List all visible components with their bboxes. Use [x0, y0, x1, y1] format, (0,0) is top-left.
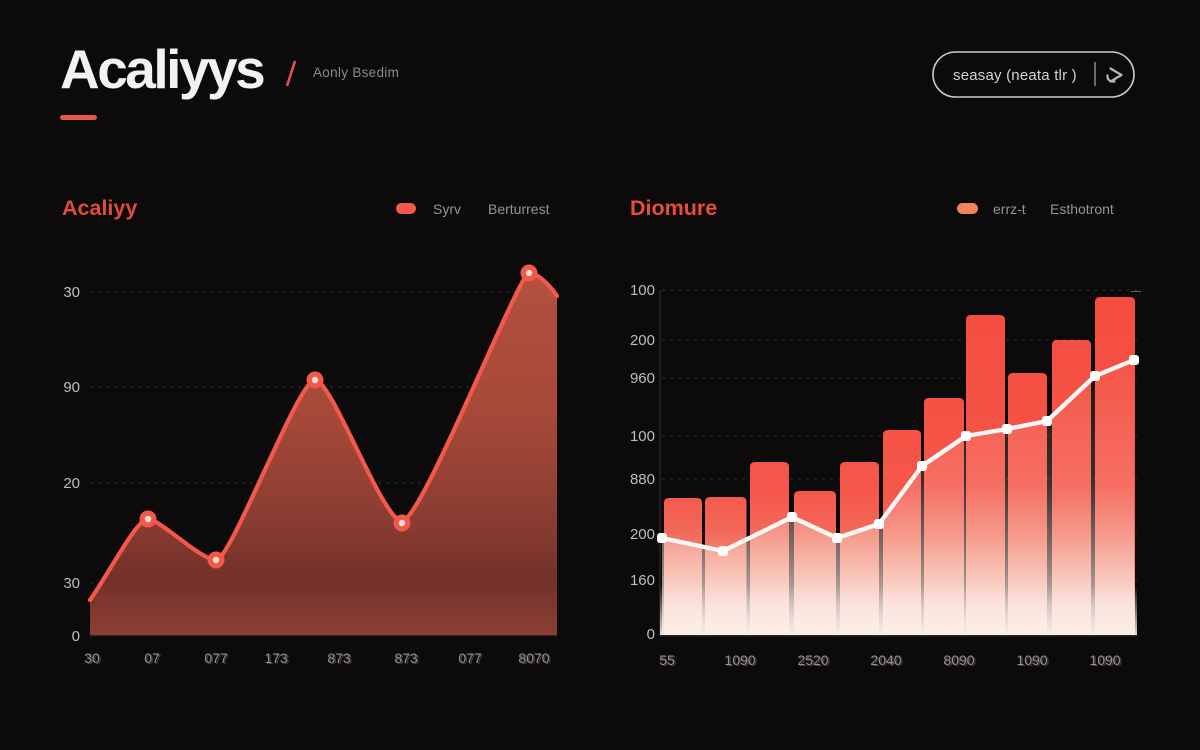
svg-text:077: 077 [206, 651, 230, 667]
svg-text:173: 173 [264, 650, 288, 666]
svg-text:2040: 2040 [870, 652, 901, 668]
svg-text:8070: 8070 [518, 650, 549, 666]
svg-text:873: 873 [394, 650, 418, 666]
svg-text:1090: 1090 [726, 653, 757, 669]
svg-text:1090: 1090 [1018, 653, 1049, 669]
svg-text:160: 160 [630, 572, 655, 589]
svg-text:8090: 8090 [943, 652, 974, 668]
svg-text:90: 90 [63, 379, 80, 396]
svg-text:30: 30 [63, 284, 80, 301]
svg-text:173: 173 [266, 651, 290, 667]
svg-text:20: 20 [63, 475, 80, 492]
svg-text:2520: 2520 [797, 652, 828, 668]
svg-text:Syrv: Syrv [433, 201, 461, 217]
svg-text:seasay (neata tlr ): seasay (neata tlr ) [953, 67, 1077, 84]
svg-text:30: 30 [84, 650, 100, 666]
svg-text:1090: 1090 [724, 652, 755, 668]
svg-text:880: 880 [630, 471, 655, 488]
svg-text:873: 873 [327, 650, 351, 666]
svg-text:2040: 2040 [872, 653, 903, 669]
svg-text:0: 0 [72, 628, 80, 645]
svg-text:1090: 1090 [1089, 652, 1120, 668]
svg-text:1090: 1090 [1016, 652, 1047, 668]
svg-text:errz-t: errz-t [993, 201, 1026, 217]
svg-text:Aonly Bsedim: Aonly Bsedim [313, 65, 399, 80]
svg-text:Esthotront: Esthotront [1050, 201, 1114, 217]
svg-text:8090: 8090 [945, 653, 976, 669]
svg-text:200: 200 [630, 332, 655, 349]
svg-text:Acaliyy: Acaliyy [62, 196, 137, 220]
svg-text:077: 077 [204, 650, 228, 666]
svg-text:Berturrest: Berturrest [488, 201, 550, 217]
svg-text:55: 55 [661, 653, 677, 669]
svg-text:873: 873 [329, 651, 353, 667]
svg-text:077: 077 [460, 651, 484, 667]
svg-text:100: 100 [630, 282, 655, 299]
svg-text:07: 07 [146, 651, 162, 667]
svg-text:30: 30 [63, 575, 80, 592]
svg-text:960: 960 [630, 370, 655, 387]
svg-text:30: 30 [86, 651, 102, 667]
svg-text:2520: 2520 [799, 653, 830, 669]
svg-text:55: 55 [659, 652, 675, 668]
svg-text:07: 07 [144, 650, 160, 666]
svg-text:200: 200 [630, 526, 655, 543]
svg-text:Acaliyys: Acaliyys [60, 38, 264, 100]
svg-text:Diomure: Diomure [630, 196, 717, 220]
svg-text:1090: 1090 [1091, 653, 1122, 669]
svg-text:0: 0 [647, 626, 655, 643]
svg-text:8070: 8070 [520, 651, 551, 667]
svg-text:077: 077 [458, 650, 482, 666]
svg-text:873: 873 [396, 651, 420, 667]
svg-text:100: 100 [630, 428, 655, 445]
